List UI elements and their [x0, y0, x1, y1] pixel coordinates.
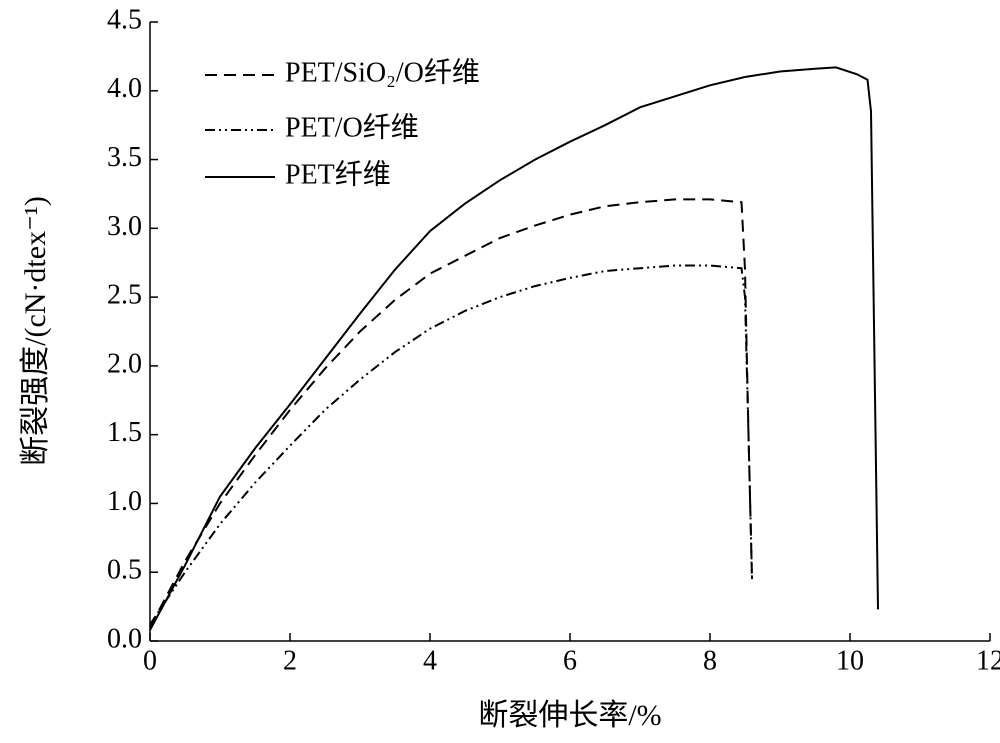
- y-tick-label: 1.0: [107, 486, 142, 517]
- y-tick-label: 2.5: [107, 280, 142, 311]
- x-tick-label: 12: [976, 645, 1000, 676]
- x-tick-label: 0: [143, 645, 157, 676]
- legend-label: PET纤维: [285, 158, 391, 190]
- y-tick-label: 3.5: [107, 142, 142, 173]
- x-tick-label: 8: [703, 645, 717, 676]
- y-tick-label: 0.5: [107, 555, 142, 586]
- x-tick-label: 2: [283, 645, 297, 676]
- y-tick-label: 0.0: [107, 623, 142, 654]
- x-tick-label: 10: [836, 645, 864, 676]
- series-line: [149, 66, 879, 631]
- x-tick-label: 4: [423, 645, 437, 676]
- y-tick-label: 1.5: [107, 417, 142, 448]
- y-tick-label: 4.5: [107, 4, 142, 35]
- y-tick-label: 4.0: [107, 73, 142, 104]
- y-axis-title: 断裂强度/(cN·dtex⁻¹): [19, 196, 52, 466]
- x-tick-label: 6: [563, 645, 577, 676]
- legend-label: PET/O纤维: [285, 111, 419, 143]
- y-tick-label: 3.0: [107, 211, 142, 242]
- series-line: [149, 198, 753, 628]
- legend-label: PET/SiO₂/O纤维: [285, 56, 480, 88]
- y-tick-label: 2.0: [107, 348, 142, 379]
- series-line: [149, 264, 753, 626]
- x-axis-title: 断裂伸长率/%: [478, 699, 661, 732]
